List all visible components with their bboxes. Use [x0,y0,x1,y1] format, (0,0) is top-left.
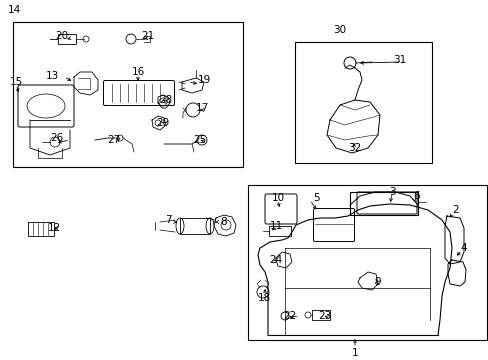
Text: 18: 18 [257,293,270,303]
Text: 22: 22 [283,311,296,321]
Text: 3: 3 [388,187,394,197]
Bar [58,34,76,44]
Text: 17: 17 [195,103,208,113]
Text: 21: 21 [141,31,154,41]
Text: 20: 20 [55,31,68,41]
Text: 4: 4 [460,243,467,253]
Text: 27: 27 [107,135,121,145]
Text: 10: 10 [271,193,284,203]
Text: 8: 8 [220,217,227,227]
Text: 28: 28 [159,95,172,105]
Bar [13,22,243,167]
Bar [28,222,54,236]
Text: 16: 16 [131,67,144,77]
Text: 7: 7 [164,215,171,225]
Text: 14: 14 [7,5,20,15]
Bar [180,218,209,234]
Bar [311,310,329,320]
Text: 13: 13 [45,71,59,81]
Bar [349,192,417,215]
Text: 9: 9 [374,277,381,287]
Text: 19: 19 [197,75,210,85]
Bar [247,185,486,340]
Text: 32: 32 [347,143,361,153]
Text: 2: 2 [452,205,458,215]
Text: 25: 25 [193,135,206,145]
Text: 29: 29 [156,118,169,128]
Text: 5: 5 [312,193,319,203]
Text: 12: 12 [47,223,61,233]
Text: 26: 26 [50,133,63,143]
Text: 15: 15 [9,77,22,87]
Text: 30: 30 [333,25,346,35]
Text: 11: 11 [269,221,282,231]
Text: 1: 1 [351,348,358,358]
Bar [268,226,290,236]
Bar [294,42,431,163]
Text: 24: 24 [269,255,282,265]
Text: 31: 31 [392,55,406,65]
Text: 23: 23 [318,311,331,321]
Text: 6: 6 [413,191,420,201]
